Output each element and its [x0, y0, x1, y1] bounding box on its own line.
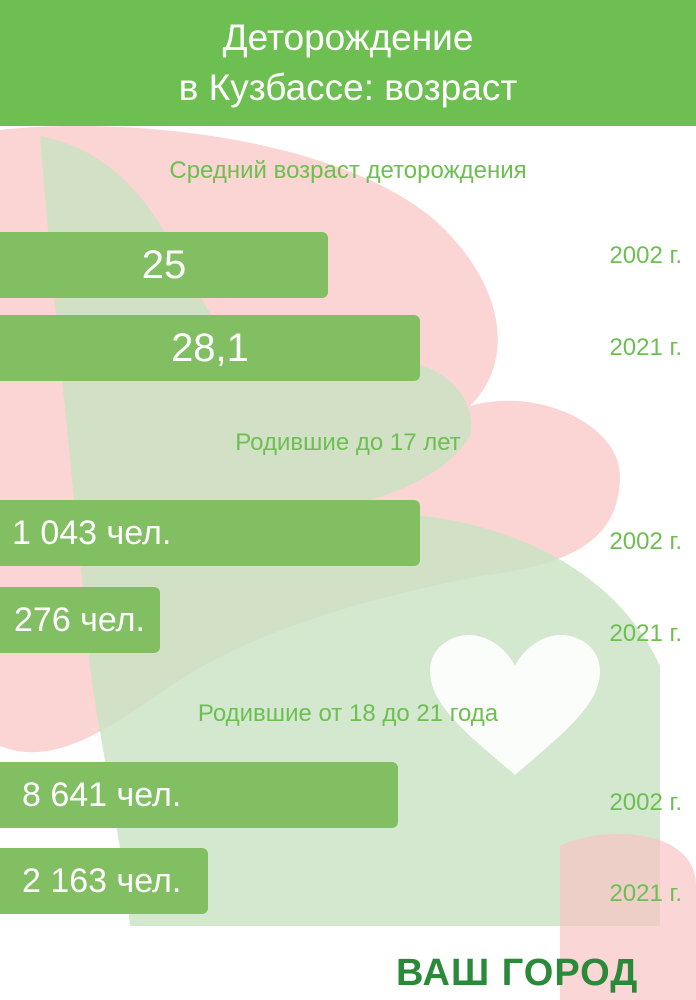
section-title-average-age: Средний возраст деторождения [169, 157, 527, 184]
bar-average-age-2002: 25 [0, 232, 328, 298]
pink-corner-shape [560, 834, 696, 1000]
section-title-18-21: Родившие от 18 до 21 года [197, 700, 499, 727]
section-title-under-17: Родившие до 17 лет [235, 429, 461, 456]
year-label-2002: 2002 г. [609, 242, 682, 269]
bar-under-17-2021: 276 чел. [0, 587, 160, 653]
bar-value-label: 2 163 чел. [22, 861, 182, 900]
bar-18-21-2021: 2 163 чел. [0, 848, 208, 914]
page-title-line2: в Кузбассе: возраст [178, 67, 518, 108]
bar-value-label: 276 чел. [14, 600, 145, 639]
bar-value-label: 8 641 чел. [22, 775, 182, 814]
heart-icon [430, 635, 600, 775]
year-label-2021: 2021 г. [609, 334, 682, 361]
year-label-2021: 2021 г. [609, 620, 682, 647]
bar-18-21-2002: 8 641 чел. [0, 762, 398, 828]
header-banner: Деторождение в Кузбассе: возраст [0, 0, 696, 126]
bar-value-label: 28,1 [171, 325, 249, 370]
year-label-2002: 2002 г. [609, 528, 682, 555]
bar-value-label: 25 [141, 242, 187, 287]
brand-logo: ВАШ ГОРОД [396, 952, 639, 994]
page-title-line1: Деторождение [222, 17, 474, 58]
bar-value-label: 1 043 чел. [12, 513, 172, 552]
bar-under-17-2002: 1 043 чел. [0, 500, 420, 566]
year-label-2002: 2002 г. [609, 789, 682, 816]
bar-average-age-2021: 28,1 [0, 315, 420, 381]
year-label-2021: 2021 г. [609, 880, 682, 907]
